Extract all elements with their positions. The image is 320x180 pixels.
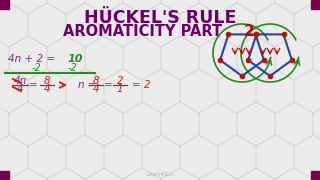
Text: = 2: = 2 — [132, 80, 151, 90]
Text: Leah4Sci: Leah4Sci — [146, 172, 174, 177]
Text: =: = — [104, 80, 112, 90]
Text: -2: -2 — [68, 63, 78, 73]
Text: 4n + 2 =: 4n + 2 = — [8, 54, 55, 64]
Text: 4: 4 — [44, 84, 50, 94]
Text: 4: 4 — [17, 84, 23, 94]
Bar — [311, 0, 320, 9]
Text: 8: 8 — [93, 76, 99, 86]
Text: HÜCKEL'S RULE: HÜCKEL'S RULE — [84, 9, 236, 27]
Text: 4: 4 — [93, 84, 99, 94]
Text: 4n: 4n — [13, 76, 27, 86]
Text: 8: 8 — [44, 76, 50, 86]
Bar — [0, 171, 9, 180]
Text: 10: 10 — [68, 54, 84, 64]
Text: 2: 2 — [117, 76, 123, 86]
Text: =: = — [28, 80, 37, 90]
Bar — [0, 0, 9, 9]
Text: 1: 1 — [117, 84, 123, 94]
Text: 2: 2 — [244, 24, 254, 39]
Text: -2: -2 — [31, 63, 41, 73]
Bar — [311, 171, 320, 180]
Text: n =: n = — [78, 80, 97, 90]
Text: AROMATICITY PART: AROMATICITY PART — [63, 24, 227, 39]
